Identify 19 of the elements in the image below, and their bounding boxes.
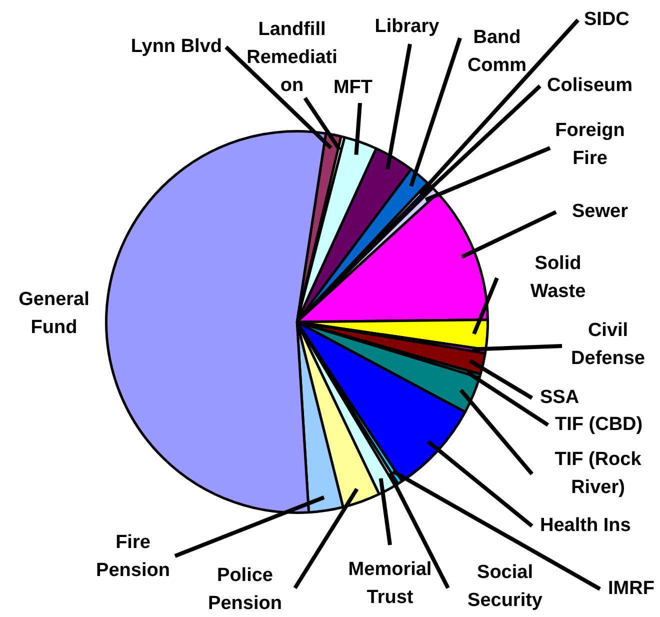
slice-label: Band Comm (467, 27, 527, 76)
slice-label: Solid Waste (530, 253, 586, 302)
slice-label: Fire Pension (96, 532, 170, 582)
slice-label: SIDC (584, 9, 630, 30)
slice-label: Library (374, 16, 440, 38)
slice-label: TIF (Rock River) (554, 449, 642, 498)
slice-label: Lynn Blvd (130, 36, 222, 58)
slice-label: TIF (CBD) (555, 414, 643, 436)
slice-label: IMRF (608, 578, 654, 600)
slice-label: Civil Defense (571, 320, 645, 370)
slice-label: SSA (540, 387, 580, 408)
slice-label: Memorial Trust (348, 559, 432, 608)
slice-label: Foreign Fire (555, 120, 625, 170)
slice-label: Sewer (572, 201, 629, 222)
slice-label: Police Pension (208, 565, 282, 614)
slice-label: General Fund (18, 289, 90, 338)
slice-label: Health Ins (540, 515, 631, 536)
slice-label: Social Security (468, 562, 543, 612)
slice-label: Coliseum (547, 75, 633, 96)
